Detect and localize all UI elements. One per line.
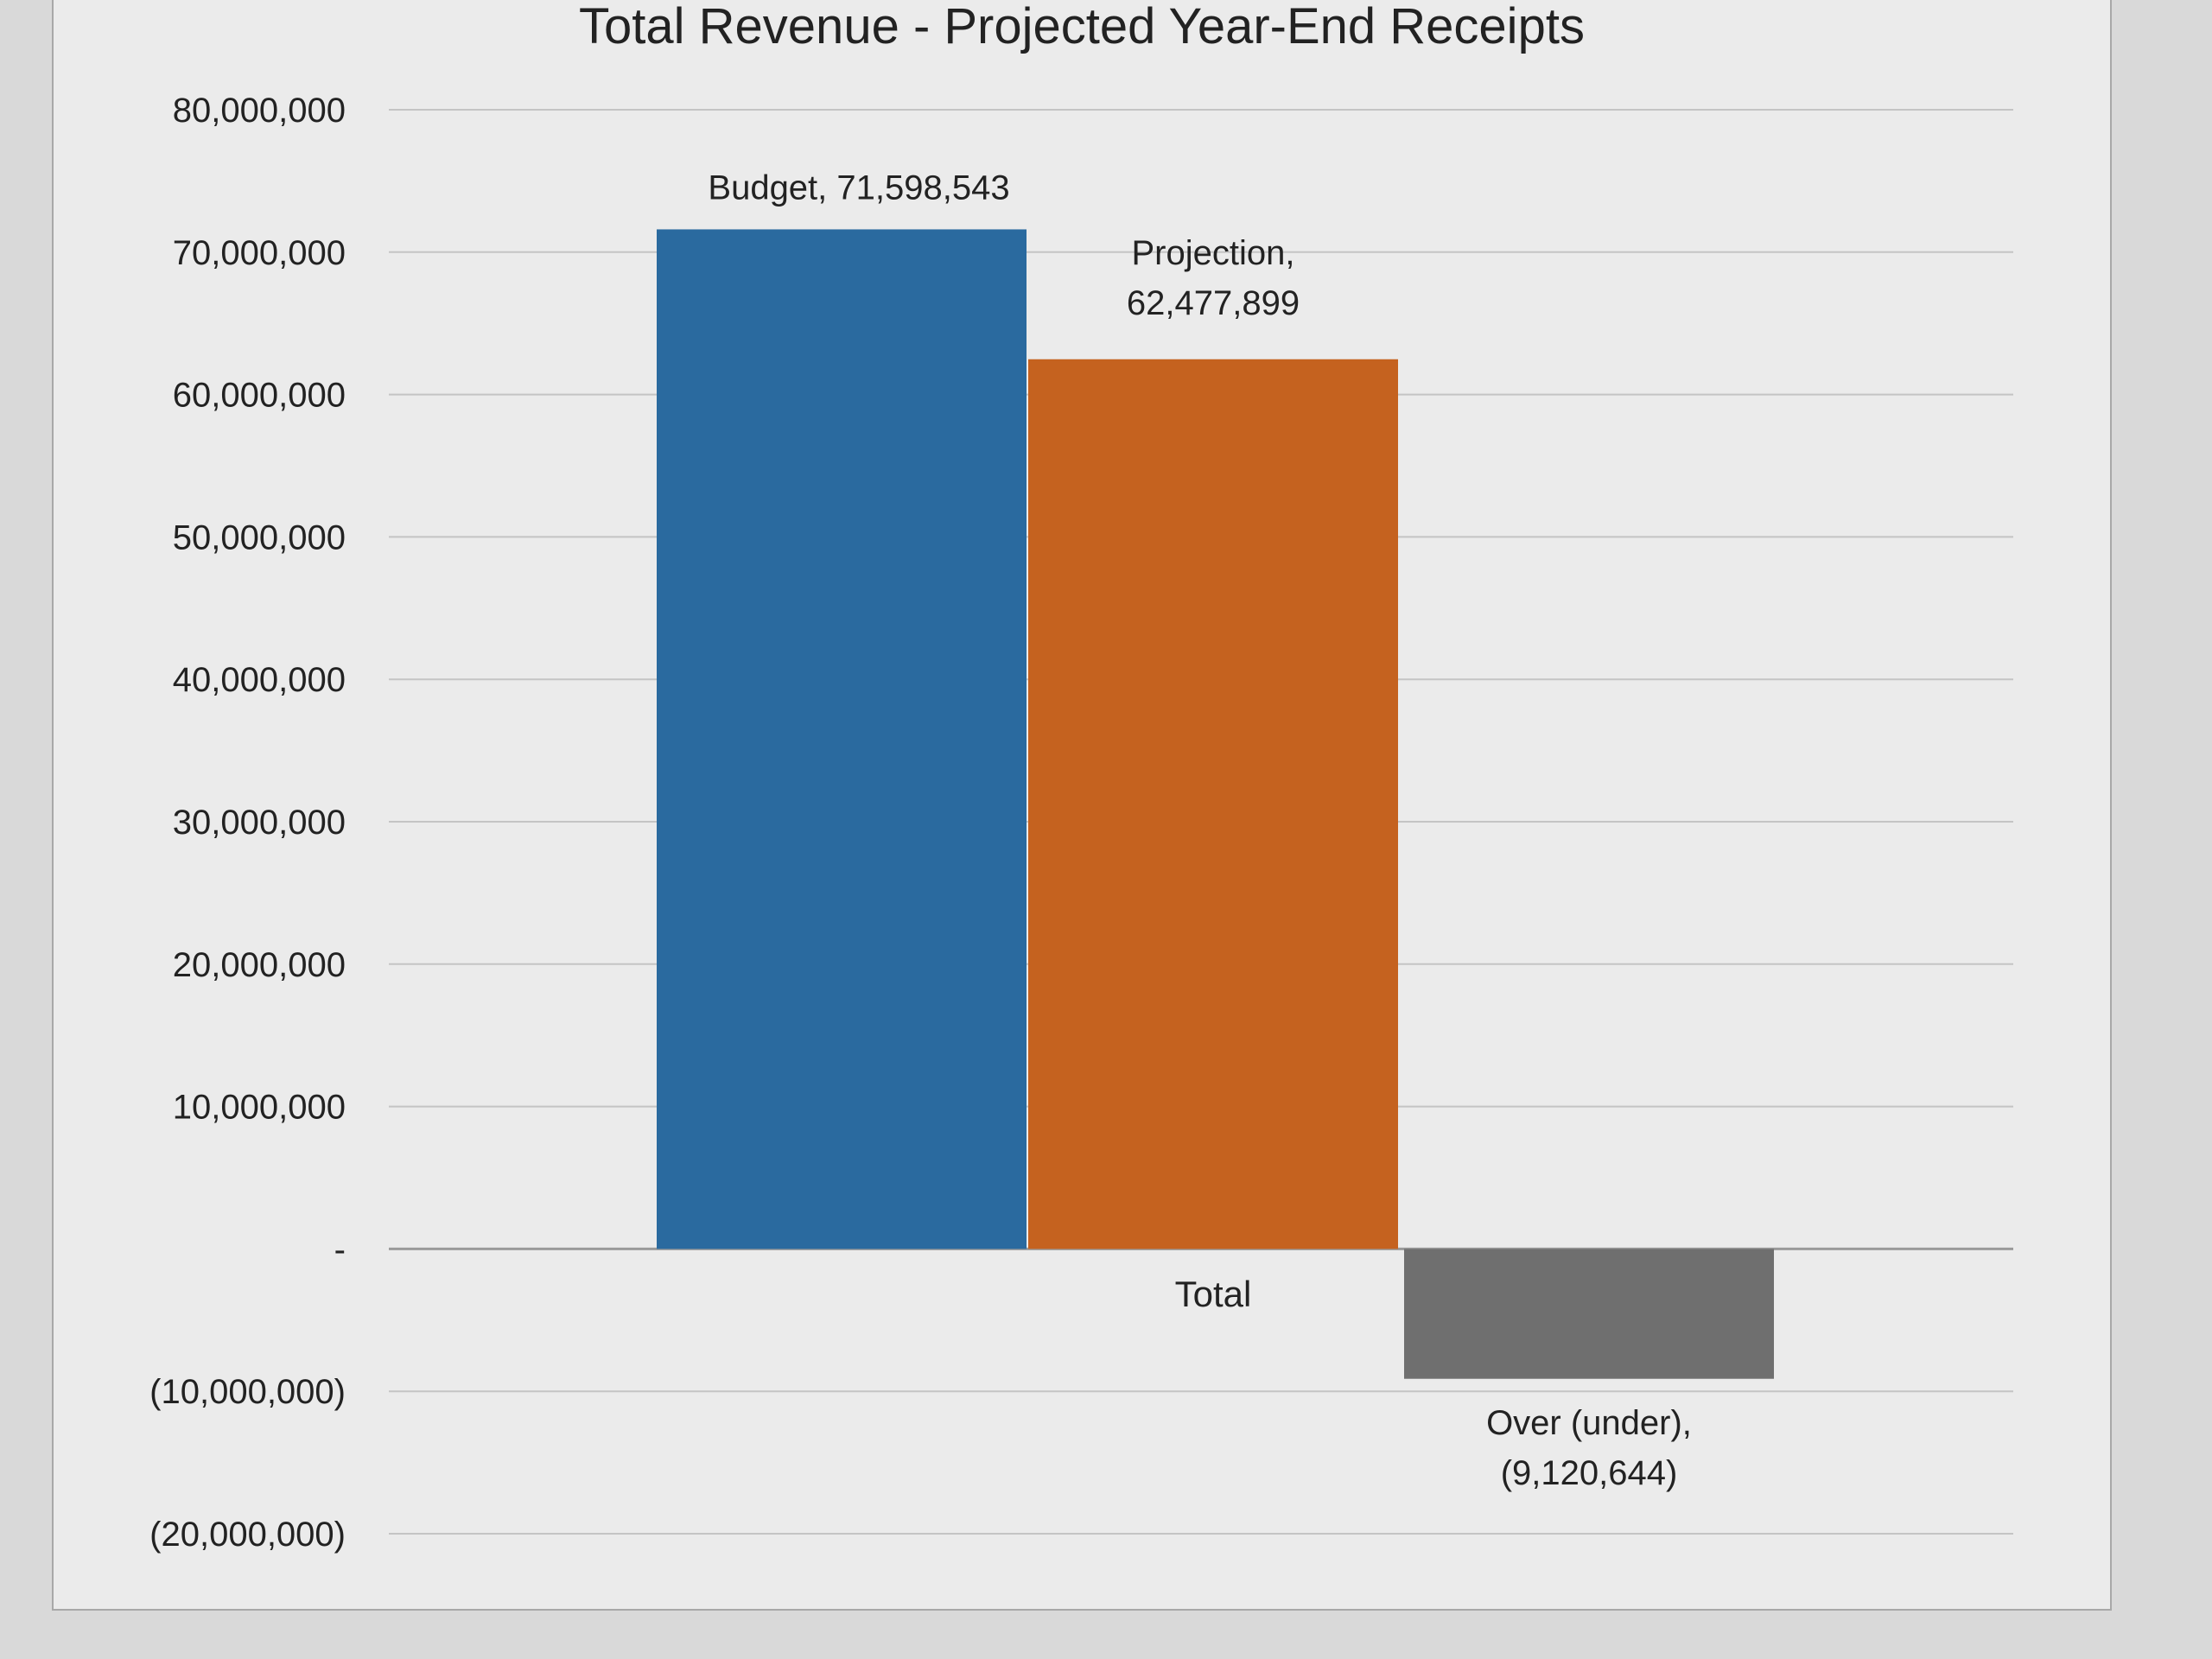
y-tick-label: 80,000,000 xyxy=(173,92,346,130)
data-label: Budget, 71,598,543 xyxy=(708,168,1009,207)
y-tick-label: 30,000,000 xyxy=(173,804,346,842)
y-tick-label: (20,000,000) xyxy=(149,1516,346,1554)
y-tick-label: 60,000,000 xyxy=(173,377,346,415)
data-label: 62,477,899 xyxy=(1127,284,1300,322)
bar-over-under- xyxy=(1404,1249,1774,1379)
y-tick-label: 10,000,000 xyxy=(173,1089,346,1127)
y-tick-label: (10,000,000) xyxy=(149,1373,346,1411)
y-tick-label: - xyxy=(334,1230,346,1268)
y-tick-label: 40,000,000 xyxy=(173,661,346,699)
category-label: Total xyxy=(1175,1274,1252,1314)
y-tick-label: 50,000,000 xyxy=(173,518,346,556)
chart-title: Total Revenue - Projected Year-End Recei… xyxy=(579,0,1585,54)
bar-projection xyxy=(1028,359,1398,1249)
y-tick-label: 70,000,000 xyxy=(173,234,346,272)
data-label: Projection, xyxy=(1132,234,1295,272)
bar-budget xyxy=(657,229,1027,1249)
data-label: Over (under), xyxy=(1486,1404,1692,1442)
y-tick-label: 20,000,000 xyxy=(173,946,346,984)
data-label: (9,120,644) xyxy=(1501,1454,1678,1492)
